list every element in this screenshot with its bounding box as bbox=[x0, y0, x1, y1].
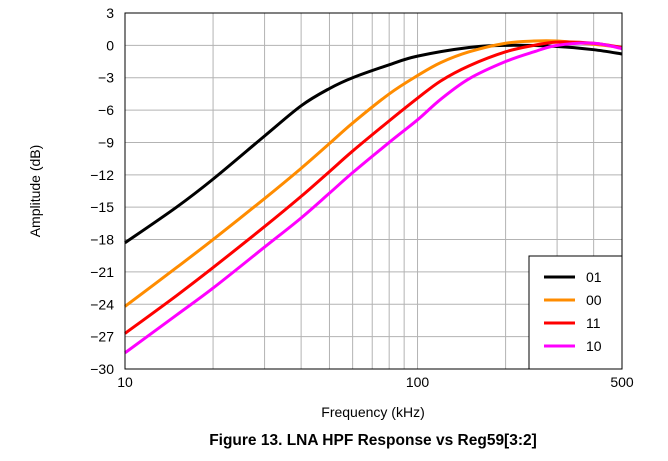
y-axis-label: Amplitude (dB) bbox=[27, 145, 43, 238]
y-tick-label: −30 bbox=[90, 361, 114, 377]
legend-label-01: 01 bbox=[586, 269, 602, 285]
figure-caption: Figure 13. LNA HPF Response vs Reg59[3:2… bbox=[209, 432, 537, 449]
x-tick-label: 100 bbox=[406, 374, 430, 390]
y-tick-label: −27 bbox=[90, 329, 114, 345]
series-line-01 bbox=[124, 43, 623, 245]
y-tick-label: −3 bbox=[98, 70, 114, 86]
y-tick-label: −9 bbox=[98, 134, 114, 150]
plot-frame bbox=[124, 12, 623, 370]
y-tick-labels: −30−27−24−21−18−15−12−9−6−303 bbox=[90, 5, 114, 377]
y-tick-label: 0 bbox=[106, 37, 114, 53]
y-tick-label: −18 bbox=[90, 232, 114, 248]
y-tick-label: −24 bbox=[90, 296, 114, 312]
legend-label-10: 10 bbox=[586, 338, 602, 354]
y-tick-label: 3 bbox=[106, 5, 114, 21]
y-tick-label: −12 bbox=[90, 167, 114, 183]
y-tick-label: −6 bbox=[98, 102, 114, 118]
series-lines bbox=[124, 39, 623, 355]
y-tick-label: −15 bbox=[90, 199, 114, 215]
x-tick-label: 10 bbox=[117, 374, 133, 390]
legend-label-00: 00 bbox=[586, 292, 602, 308]
y-tick-label: −21 bbox=[90, 264, 114, 280]
x-axis-label: Frequency (kHz) bbox=[321, 404, 424, 420]
series-line-11 bbox=[124, 40, 623, 335]
legend-label-11: 11 bbox=[586, 315, 601, 331]
x-tick-label: 500 bbox=[610, 374, 634, 390]
x-tick-labels: 10 100 500 bbox=[117, 374, 634, 390]
series-line-00 bbox=[124, 39, 623, 308]
series-line-10 bbox=[124, 41, 623, 355]
legend: 01 00 11 10 bbox=[528, 255, 623, 370]
legend-box bbox=[528, 255, 623, 370]
